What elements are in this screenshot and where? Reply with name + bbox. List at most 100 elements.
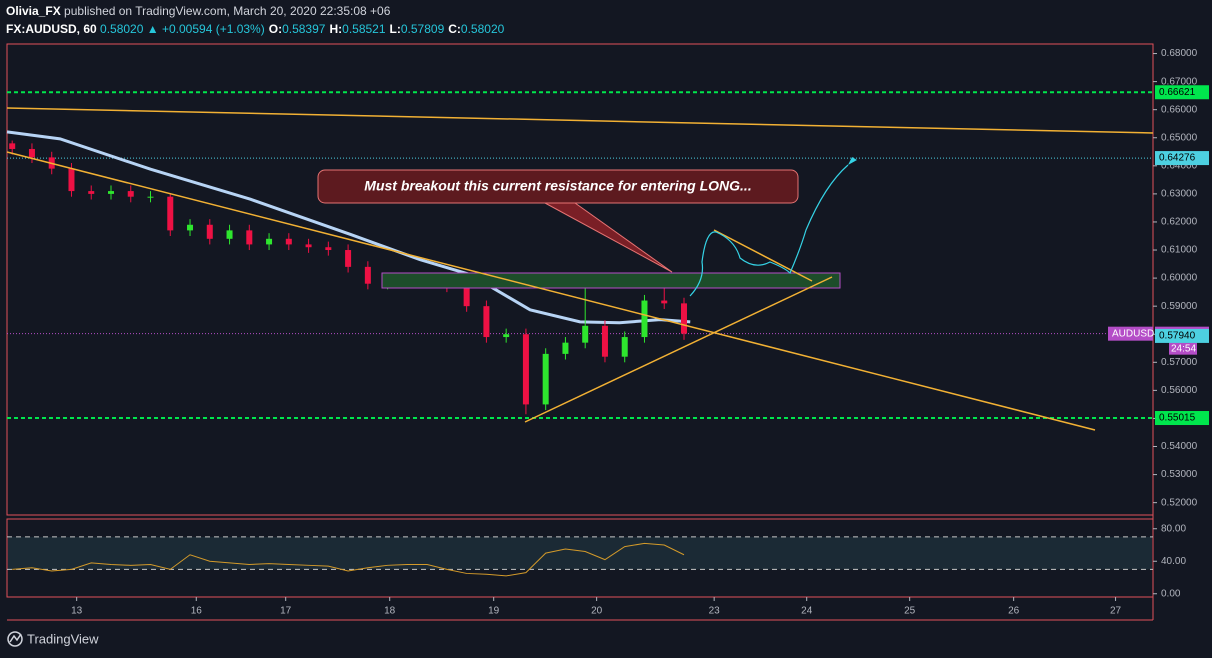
rsi-line	[12, 542, 685, 577]
candle-body	[127, 191, 134, 197]
callout-text: Must breakout this current resistance fo…	[364, 178, 751, 194]
symbol-box	[1108, 326, 1153, 341]
y-tick-label: 0.67000	[1161, 76, 1198, 87]
trend-line	[6, 151, 1096, 431]
candle-body	[562, 342, 569, 354]
countdown-box	[1169, 341, 1197, 355]
countdown: 24:54	[1171, 343, 1196, 354]
callout-box	[317, 169, 799, 204]
y-tick-label: 0.52000	[1161, 497, 1198, 508]
candle-body	[107, 191, 114, 194]
candle-body	[483, 306, 490, 338]
y-tick-label: 0.63000	[1161, 189, 1198, 200]
quote-line: FX:AUDUSD, 60 0.58020 ▲ +0.00594 (+1.03%…	[6, 22, 505, 36]
ohlc-value: 0.57809	[401, 22, 445, 36]
y-tick-label: 0.59000	[1161, 301, 1198, 312]
y-tick-label: 0.60000	[1161, 273, 1198, 284]
header-line: Olivia_FX published on TradingView.com, …	[6, 4, 391, 18]
y-tick-label: 0.66000	[1161, 104, 1198, 115]
candle-body	[28, 148, 35, 158]
candle-body	[582, 325, 589, 343]
price-label-box	[1155, 328, 1209, 343]
candle-body	[522, 334, 529, 405]
price-label-box	[1155, 411, 1209, 426]
candle-body	[345, 250, 352, 267]
candle-body	[285, 238, 292, 245]
price-label-box	[1155, 151, 1209, 166]
trend-line	[6, 107, 1154, 134]
ohlc-value: 0.58020	[461, 22, 505, 36]
candle-body	[503, 334, 510, 338]
candle-body	[325, 247, 332, 251]
candle-body	[68, 168, 75, 192]
y-tick-label: 0.64000	[1161, 160, 1198, 171]
candle-body	[463, 286, 470, 307]
trend-line	[524, 276, 833, 423]
moving-average	[6, 130, 691, 325]
rsi-tick-label: 80.00	[1161, 523, 1186, 534]
candle-body	[147, 196, 154, 198]
price-label: 0.64276	[1159, 153, 1196, 164]
candle-body	[167, 196, 174, 231]
x-tick-label: 16	[191, 606, 203, 617]
rsi-tick-label: 40.00	[1161, 556, 1186, 567]
price-label: 0.57940	[1159, 331, 1196, 342]
ohlc-label: O:	[269, 22, 282, 36]
y-tick-label: 0.56000	[1161, 385, 1198, 396]
y-tick-label: 0.68000	[1161, 48, 1198, 59]
last-price: 0.58020	[100, 22, 144, 36]
x-tick-label: 20	[591, 606, 603, 617]
trend-line	[713, 229, 813, 282]
x-tick-label: 23	[709, 606, 721, 617]
ohlc-label: L:	[390, 22, 401, 36]
candle-body	[187, 224, 194, 231]
price-label: 0.66621	[1159, 87, 1196, 98]
price-label-box	[1155, 85, 1209, 100]
candle-body	[661, 300, 668, 304]
y-tick-label: 0.62000	[1161, 217, 1198, 228]
y-tick-label: 0.54000	[1161, 441, 1198, 452]
candle-body	[641, 300, 648, 338]
candle-body	[9, 143, 16, 149]
x-tick-label: 17	[280, 606, 292, 617]
logo	[7, 631, 23, 647]
y-tick-label: 0.53000	[1161, 469, 1198, 480]
candle-body	[542, 353, 549, 405]
x-tick-label: 19	[488, 606, 500, 617]
projection-arrow	[848, 157, 857, 165]
ohlc-label: H:	[329, 22, 342, 36]
x-tick-label: 24	[801, 606, 813, 617]
candle-body	[226, 230, 233, 239]
price-label: 0.55015	[1159, 413, 1196, 424]
y-tick-label: 0.65000	[1161, 132, 1198, 143]
x-tick-label: 13	[71, 606, 83, 617]
symbol: FX:AUDUSD, 60	[6, 22, 97, 36]
change: ▲ +0.00594 (+1.03%)	[147, 22, 265, 36]
candle-body	[364, 266, 371, 284]
resistance-zone	[381, 272, 841, 289]
candle-body	[601, 325, 608, 357]
candle-body	[305, 244, 312, 248]
x-tick-label: 18	[384, 606, 396, 617]
candle-body	[621, 337, 628, 357]
x-tick-label: 26	[1008, 606, 1020, 617]
brand: TradingView	[27, 631, 99, 646]
rsi-tick-label: 0.00	[1161, 588, 1181, 599]
ohlc-value: 0.58397	[282, 22, 326, 36]
x-tick-label: 25	[904, 606, 916, 617]
y-tick-label: 0.57000	[1161, 357, 1198, 368]
rsi-band	[8, 536, 1152, 570]
ohlc-label: C:	[448, 22, 461, 36]
candle-body	[206, 224, 213, 239]
ohlc-value: 0.58521	[342, 22, 386, 36]
chart: 0.68000 0.67000 0.66000 0.65000 0.64000 0.630…	[6, 48, 1209, 617]
published: published on TradingView.com, March 20, …	[64, 4, 391, 18]
candle-body	[88, 191, 95, 194]
author: Olivia_FX	[6, 4, 61, 18]
candle-body	[266, 238, 273, 245]
ohlc: O:0.58397 H:0.58521 L:0.57809 C:0.58020	[269, 22, 505, 36]
symbol-label: AUDUSD	[1112, 328, 1154, 339]
y-tick-label: 0.61000	[1161, 245, 1198, 256]
projection-path	[689, 164, 849, 297]
